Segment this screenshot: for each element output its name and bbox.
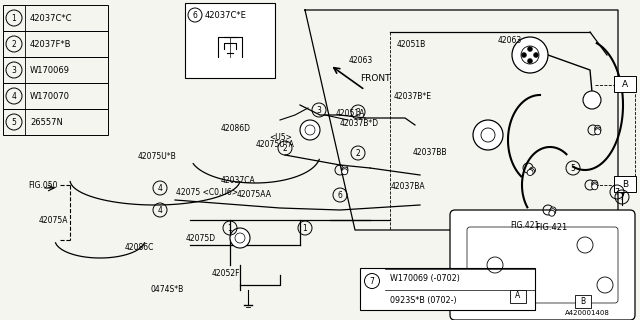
Circle shape <box>527 170 533 176</box>
Text: 42037B*E: 42037B*E <box>394 92 431 100</box>
Circle shape <box>522 52 527 58</box>
Circle shape <box>595 129 601 135</box>
Text: 42063: 42063 <box>498 36 522 44</box>
Text: FIG.421: FIG.421 <box>510 220 540 229</box>
Circle shape <box>550 207 556 213</box>
Text: 42075 <C0,U6>: 42075 <C0,U6> <box>176 188 238 196</box>
Text: W170069: W170069 <box>30 66 70 75</box>
Text: 5: 5 <box>571 164 575 172</box>
Circle shape <box>595 125 601 131</box>
Text: 42075A: 42075A <box>38 216 68 225</box>
Bar <box>3 109 108 135</box>
Text: B: B <box>622 180 628 188</box>
Text: 26557N: 26557N <box>30 117 63 126</box>
Text: 42037C*E: 42037C*E <box>205 11 247 20</box>
Text: 2: 2 <box>12 39 17 49</box>
Text: 42075U*B: 42075U*B <box>138 152 177 161</box>
Circle shape <box>549 210 555 216</box>
Text: 0474S*B: 0474S*B <box>150 285 184 294</box>
Circle shape <box>512 37 548 73</box>
Circle shape <box>342 167 348 173</box>
Text: 42086C: 42086C <box>125 243 154 252</box>
Text: FRONT: FRONT <box>360 74 390 83</box>
FancyBboxPatch shape <box>450 210 635 320</box>
Text: 42037CA: 42037CA <box>221 176 255 185</box>
Bar <box>3 57 108 83</box>
Text: 42075D: 42075D <box>186 234 216 243</box>
Circle shape <box>342 169 348 175</box>
Text: 42063: 42063 <box>349 56 373 65</box>
Circle shape <box>473 120 503 150</box>
Text: 42051A: 42051A <box>336 109 365 118</box>
Text: 7: 7 <box>614 188 620 196</box>
Text: FIG.421: FIG.421 <box>535 222 567 231</box>
Circle shape <box>527 46 532 52</box>
Circle shape <box>534 52 538 58</box>
Bar <box>3 31 108 57</box>
Circle shape <box>230 228 250 248</box>
Text: 6: 6 <box>193 11 197 20</box>
Text: 1: 1 <box>12 13 17 22</box>
Circle shape <box>529 169 534 174</box>
Circle shape <box>592 184 598 190</box>
Text: 42037B*D: 42037B*D <box>339 119 378 128</box>
Text: 7: 7 <box>369 276 374 285</box>
Text: 42086D: 42086D <box>221 124 251 133</box>
Text: <U5>: <U5> <box>269 133 292 142</box>
Text: 3: 3 <box>317 106 321 115</box>
Circle shape <box>550 209 556 215</box>
Text: FIG.050: FIG.050 <box>28 180 58 189</box>
Circle shape <box>300 120 320 140</box>
Bar <box>3 5 108 31</box>
Text: 4: 4 <box>157 183 163 193</box>
Text: 2: 2 <box>283 143 287 153</box>
Circle shape <box>592 182 598 188</box>
Text: W170069 (-0702): W170069 (-0702) <box>390 275 460 284</box>
Bar <box>510 290 526 303</box>
Text: 1: 1 <box>303 223 307 233</box>
Bar <box>614 76 636 92</box>
Text: W170070: W170070 <box>30 92 70 100</box>
Text: 6: 6 <box>337 190 342 199</box>
Text: 42052F: 42052F <box>211 269 240 278</box>
Text: 42037F*B: 42037F*B <box>30 39 72 49</box>
Text: 4: 4 <box>157 205 163 214</box>
Circle shape <box>583 91 601 109</box>
Text: 42037C*C: 42037C*C <box>30 13 72 22</box>
Circle shape <box>592 180 598 186</box>
Text: B: B <box>580 298 586 307</box>
Text: A: A <box>515 292 520 300</box>
Text: 2: 2 <box>356 148 360 157</box>
Text: 42037BB: 42037BB <box>413 148 447 156</box>
Text: 42075U*A: 42075U*A <box>256 140 295 149</box>
Bar <box>360 268 535 310</box>
Bar <box>185 3 275 78</box>
Text: 42075AA: 42075AA <box>237 190 272 199</box>
Circle shape <box>529 167 536 173</box>
Text: A: A <box>622 79 628 89</box>
Text: 7: 7 <box>620 193 625 202</box>
Circle shape <box>342 165 348 171</box>
Text: 0923S*B (0702-): 0923S*B (0702-) <box>390 295 456 305</box>
Text: 42037BA: 42037BA <box>390 182 425 191</box>
Text: 4: 4 <box>12 92 17 100</box>
Text: A420001408: A420001408 <box>565 310 610 316</box>
Circle shape <box>527 59 532 63</box>
Text: 42051B: 42051B <box>397 40 426 49</box>
Bar <box>575 295 591 308</box>
Text: 3: 3 <box>12 66 17 75</box>
Bar <box>614 176 636 192</box>
Bar <box>3 83 108 109</box>
Text: 5: 5 <box>12 117 17 126</box>
Circle shape <box>595 127 601 133</box>
Text: 1: 1 <box>228 223 232 233</box>
Text: 3: 3 <box>356 108 360 116</box>
